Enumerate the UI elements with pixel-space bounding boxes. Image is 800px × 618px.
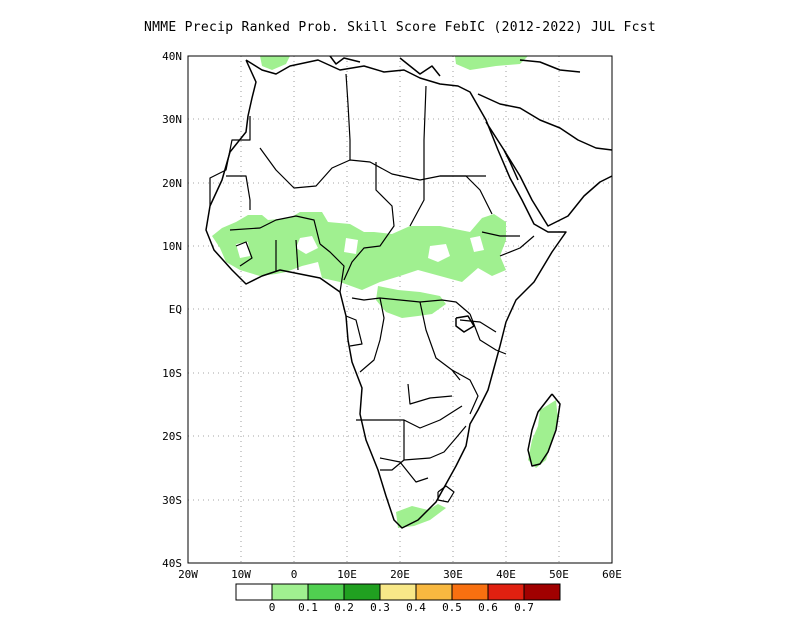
map-title: NMME Precip Ranked Prob. Skill Score Feb… (144, 20, 656, 35)
colorbar-swatch (451, 583, 489, 601)
lat-label: 30N (162, 113, 182, 126)
colorbar-label: 0 (269, 601, 276, 614)
lon-label: 0 (291, 568, 298, 581)
colorbar-swatch (343, 583, 381, 601)
lat-label: 20N (162, 177, 182, 190)
lat-label: 10N (162, 240, 182, 253)
colorbar-labels: 0 0.1 0.2 0.3 0.4 0.5 0.6 0.7 (269, 601, 534, 614)
colorbar-label: 0.1 (298, 601, 318, 614)
lat-tick-labels: 40N 30N 20N 10N EQ 10S 20S 30S 40S (162, 50, 182, 570)
lon-label: 60E (602, 568, 622, 581)
lat-label: 20S (162, 430, 182, 443)
lon-label: 10E (337, 568, 357, 581)
colorbar-swatch (487, 583, 525, 601)
lat-label: 10S (162, 367, 182, 380)
lon-label: 40E (496, 568, 516, 581)
colorbar-label: 0.6 (478, 601, 498, 614)
colorbar-swatch (307, 583, 345, 601)
lon-label: 30E (443, 568, 463, 581)
colorbar-swatch (235, 583, 273, 601)
borders (209, 73, 535, 503)
colorbar-label: 0.4 (406, 601, 426, 614)
colorbar (235, 583, 561, 601)
lon-label: 20E (390, 568, 410, 581)
coastlines (205, 55, 613, 529)
colorbar-label: 0.7 (514, 601, 534, 614)
lon-label: 20W (178, 568, 198, 581)
lon-tick-labels: 20W 10W 0 10E 20E 30E 40E 50E 60E (178, 568, 622, 581)
colorbar-label: 0.2 (334, 601, 354, 614)
colorbar-swatch (523, 583, 561, 601)
colorbar-swatch (379, 583, 417, 601)
colorbar-label: 0.5 (442, 601, 462, 614)
lat-label: 40N (162, 50, 182, 63)
colorbar-label: 0.3 (370, 601, 390, 614)
colorbar-swatch (415, 583, 453, 601)
lat-label: EQ (169, 303, 182, 316)
lat-label: 40S (162, 557, 182, 570)
colorbar-swatch (271, 583, 309, 601)
lon-label: 10W (231, 568, 251, 581)
plot-frame (187, 55, 613, 564)
lat-label: 30S (162, 494, 182, 507)
lon-label: 50E (549, 568, 569, 581)
skill-gaps (236, 236, 484, 262)
